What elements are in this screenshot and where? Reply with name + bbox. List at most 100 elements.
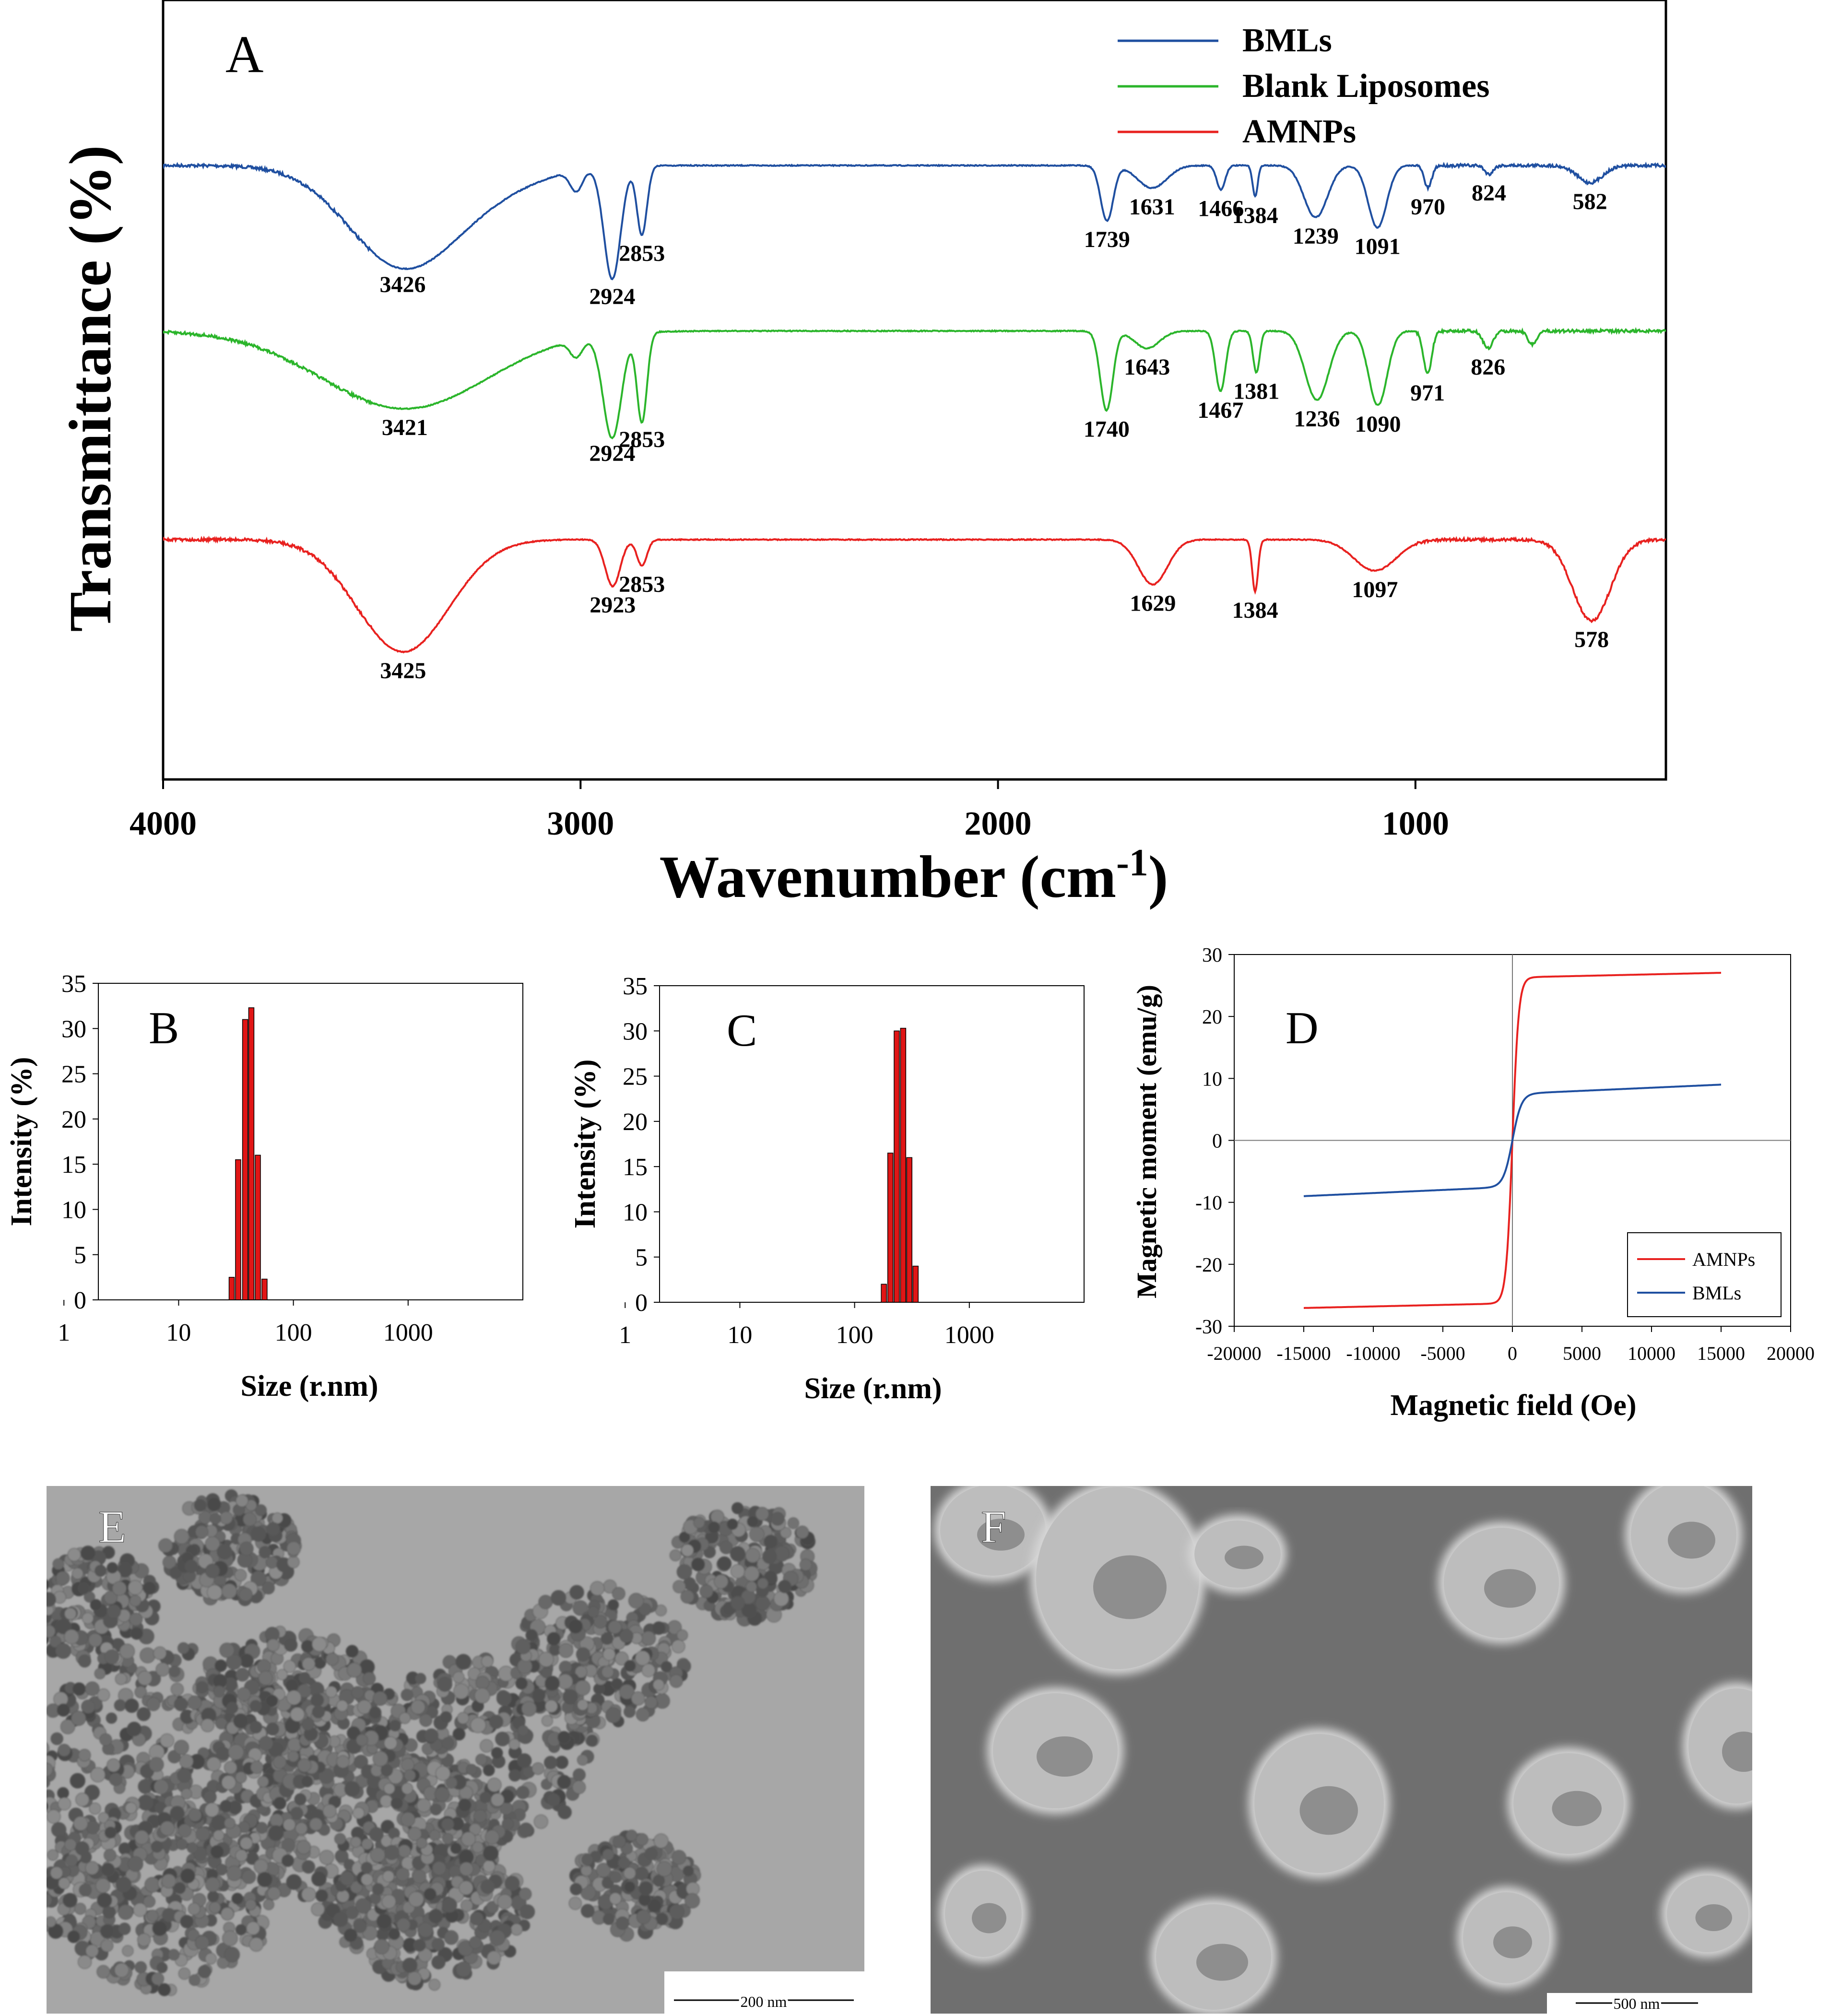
tem-particle — [138, 1794, 153, 1811]
tem-particle — [67, 1548, 81, 1562]
tem-particle — [315, 1889, 329, 1902]
tem-particle — [301, 1775, 313, 1788]
tem-particle — [270, 1813, 284, 1827]
dls-b-x-tick-label: 100 — [275, 1319, 312, 1346]
tem-particle — [179, 1754, 194, 1768]
tem-particle — [543, 1756, 557, 1769]
tem-particle — [85, 1944, 99, 1958]
tem-particle — [547, 1632, 561, 1646]
tem-particle — [441, 1817, 454, 1831]
tem-particle — [350, 1836, 362, 1848]
tem-particle — [21, 1583, 35, 1597]
tem-particle — [162, 1908, 177, 1922]
hysteresis-legend-box — [1627, 1232, 1782, 1317]
tem-particle — [178, 1824, 192, 1838]
tem-particle — [204, 1803, 220, 1817]
tem-particle — [517, 1753, 532, 1768]
tem-particle — [432, 1861, 447, 1875]
dls-c-y-tick-label: 20 — [623, 1108, 648, 1136]
ftir-x-tick-label: 1000 — [1382, 805, 1449, 842]
tem-particle — [268, 1825, 284, 1841]
tem-particle — [290, 1807, 304, 1820]
tem-particle — [731, 1596, 745, 1610]
tem-particle — [257, 1872, 272, 1887]
tem-particle — [235, 1924, 247, 1935]
dls-b-y-axis-label: Intensity (%) — [5, 1057, 38, 1226]
tem-particle — [206, 1757, 221, 1771]
tem-particle — [84, 1784, 100, 1800]
tem-particle — [258, 1671, 273, 1686]
tem-particle — [562, 1689, 578, 1705]
tem-particle — [33, 1725, 44, 1736]
tem-particle — [17, 1590, 30, 1603]
tem-particle — [234, 1569, 247, 1581]
tem-particle — [47, 1849, 59, 1861]
tem-particle — [762, 1549, 777, 1564]
tem-particle — [134, 1686, 147, 1698]
tem-particle — [672, 1850, 686, 1865]
tem-particle — [64, 1629, 80, 1645]
tem-particle — [88, 1633, 103, 1647]
tem-particle — [140, 1647, 156, 1663]
tem-particle — [106, 1712, 118, 1724]
tem-particle — [286, 1874, 302, 1890]
tem-particle — [100, 1924, 115, 1938]
tem-particle — [114, 1963, 130, 1978]
hysteresis-y-tick-label: 10 — [1202, 1068, 1222, 1090]
tem-particle — [207, 1584, 223, 1600]
tem-particle — [717, 1556, 732, 1571]
tem-particle — [47, 1802, 48, 1811]
tem-particle — [311, 1871, 327, 1886]
sem-liposome-pit — [1484, 1569, 1536, 1608]
tem-particle — [266, 1556, 278, 1569]
tem-particle — [207, 1497, 222, 1511]
tem-particle — [557, 1674, 573, 1690]
panel-e-label: E — [98, 1501, 126, 1552]
tem-particle — [47, 1625, 56, 1638]
dls-b-y-tick-label: 5 — [74, 1242, 86, 1269]
hysteresis-ticks: -30 -20 -10 0 10 20 30 -20000 -15000 -10000 -5000 0… — [1195, 944, 1815, 1364]
tem-particle — [496, 1690, 512, 1706]
tem-particle — [708, 1521, 720, 1534]
tem-particle — [203, 1790, 217, 1804]
ftir-peak-label-blank-liposomes: 3421 — [382, 415, 428, 440]
tem-particle — [416, 1798, 431, 1813]
tem-particle — [370, 1893, 381, 1904]
tem-particle — [34, 1875, 47, 1888]
tem-particle — [669, 1549, 682, 1561]
tem-particle — [636, 1910, 651, 1924]
dls-c-y-tick-label: 15 — [623, 1154, 648, 1181]
sem-liposome-core — [1688, 1688, 1752, 1804]
tem-particle — [376, 1913, 392, 1929]
tem-particle — [714, 1574, 729, 1589]
tem-particle — [764, 1534, 778, 1549]
tem-particle — [558, 1643, 574, 1658]
sem-liposome-pit — [972, 1903, 1006, 1933]
tem-particle — [601, 1632, 614, 1645]
tem-particle — [669, 1674, 683, 1688]
tem-particle — [213, 1829, 224, 1841]
tem-particle — [195, 1827, 210, 1841]
dls-c-y-axis-label: Intensity (%) — [569, 1059, 602, 1228]
ftir-peak-label-bmls: 1631 — [1129, 194, 1175, 220]
tem-particle — [189, 1974, 201, 1986]
tem-particle — [301, 1718, 314, 1731]
tem-particle — [547, 1793, 560, 1806]
tem-particle — [127, 1721, 142, 1736]
ftir-x-ticks: 4000 3000 2000 1000 — [130, 779, 1449, 842]
tem-particle — [118, 1904, 133, 1920]
tem-particle — [521, 1701, 537, 1717]
tem-particle — [255, 1504, 267, 1516]
tem-particle — [98, 1812, 109, 1824]
tem-particle — [187, 1842, 198, 1853]
tem-particle — [755, 1596, 770, 1611]
tem-particle — [344, 1781, 360, 1797]
tem-particle — [74, 1903, 86, 1915]
dls-c-y-tick-label: 5 — [635, 1244, 648, 1272]
tem-particle — [125, 1802, 137, 1814]
tem-particle — [101, 1863, 115, 1876]
hysteresis-y-axis-label: Magnetic moment (emu/g) — [1131, 985, 1162, 1298]
tem-particle — [249, 1700, 262, 1712]
tem-particle — [504, 1875, 520, 1891]
tem-particle — [58, 1744, 71, 1757]
